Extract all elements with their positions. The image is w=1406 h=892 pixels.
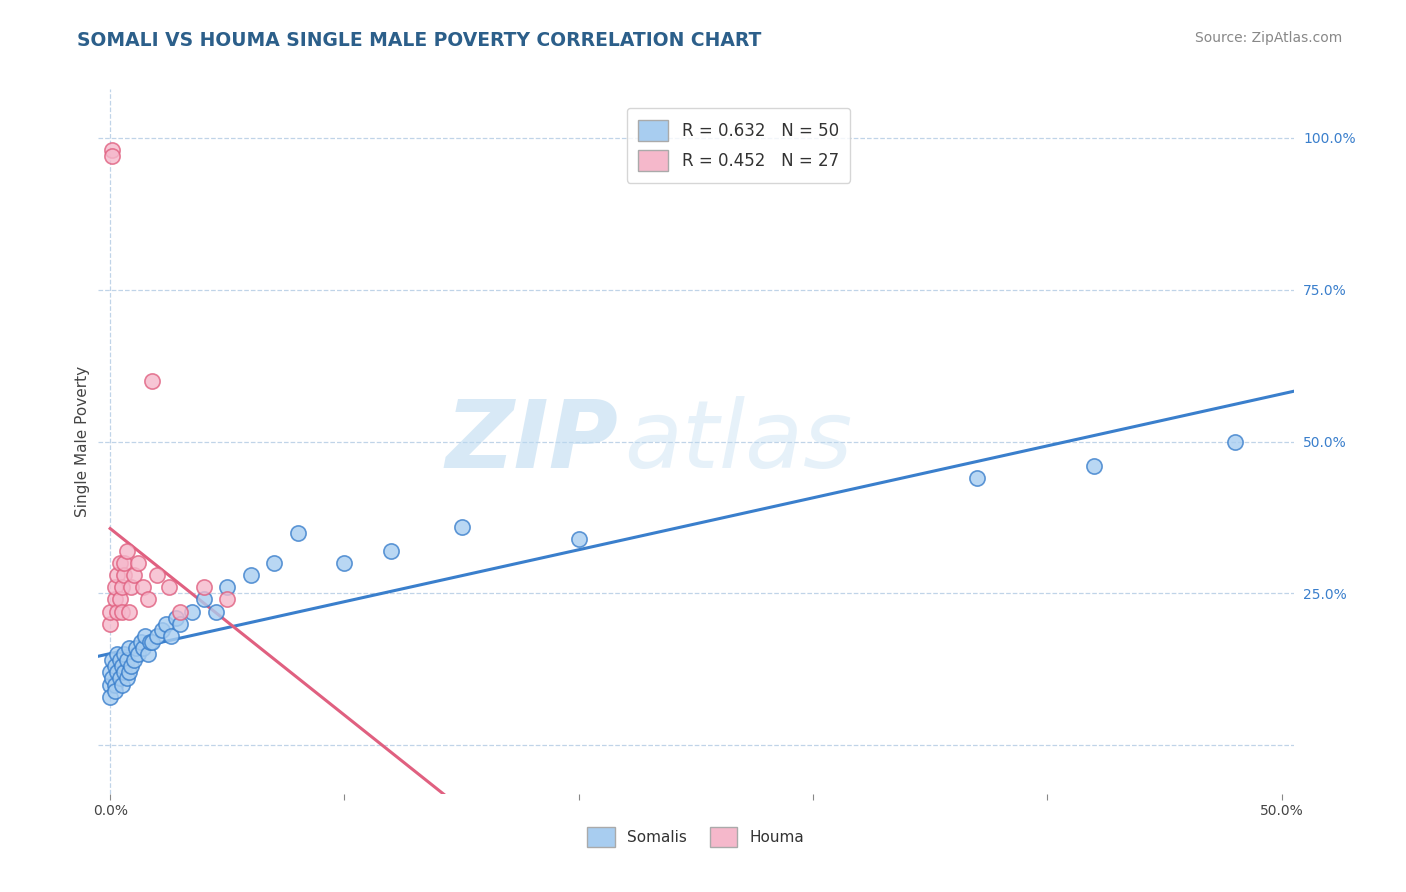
Point xyxy=(115,672,138,686)
Point xyxy=(136,592,159,607)
Point xyxy=(193,580,215,594)
Point xyxy=(139,635,162,649)
Point xyxy=(98,605,121,619)
Point xyxy=(105,568,128,582)
Point xyxy=(263,556,285,570)
Point xyxy=(111,659,134,673)
Point xyxy=(105,665,128,680)
Point xyxy=(98,690,121,704)
Point xyxy=(122,653,145,667)
Text: ZIP: ZIP xyxy=(446,395,619,488)
Point xyxy=(193,592,215,607)
Point xyxy=(101,143,124,157)
Point xyxy=(181,605,204,619)
Point xyxy=(1083,458,1105,473)
Point xyxy=(104,659,127,673)
Point xyxy=(104,580,127,594)
Point xyxy=(169,616,191,631)
Point xyxy=(98,616,121,631)
Point xyxy=(101,653,124,667)
Point xyxy=(108,592,131,607)
Text: Source: ZipAtlas.com: Source: ZipAtlas.com xyxy=(1195,31,1343,45)
Point xyxy=(141,374,163,388)
Point xyxy=(160,629,183,643)
Point xyxy=(108,672,131,686)
Point xyxy=(146,629,169,643)
Point xyxy=(112,556,135,570)
Point xyxy=(105,647,128,661)
Point xyxy=(239,568,262,582)
Point xyxy=(287,525,309,540)
Point xyxy=(966,471,988,485)
Point xyxy=(120,659,142,673)
Point xyxy=(146,568,169,582)
Point xyxy=(98,665,121,680)
Point xyxy=(108,556,131,570)
Point xyxy=(217,580,239,594)
Point xyxy=(380,544,402,558)
Point xyxy=(204,605,226,619)
Point xyxy=(118,605,141,619)
Point xyxy=(1223,434,1246,449)
Point xyxy=(141,635,163,649)
Point xyxy=(104,677,127,691)
Point xyxy=(118,641,141,656)
Point xyxy=(450,519,472,533)
Point xyxy=(112,647,135,661)
Point xyxy=(104,683,127,698)
Point xyxy=(568,532,591,546)
Point xyxy=(169,605,191,619)
Point xyxy=(127,647,149,661)
Point xyxy=(217,592,239,607)
Point xyxy=(111,580,134,594)
Point xyxy=(104,592,127,607)
Point xyxy=(115,544,138,558)
Point xyxy=(165,611,187,625)
Point xyxy=(115,653,138,667)
Point xyxy=(98,677,121,691)
Point xyxy=(157,580,180,594)
Text: atlas: atlas xyxy=(624,396,852,487)
Point xyxy=(120,580,142,594)
Point xyxy=(155,616,177,631)
Point xyxy=(129,635,152,649)
Point xyxy=(136,647,159,661)
Point xyxy=(111,605,134,619)
Point xyxy=(118,665,141,680)
Y-axis label: Single Male Poverty: Single Male Poverty xyxy=(75,366,90,517)
Point xyxy=(122,568,145,582)
Point xyxy=(108,653,131,667)
Point xyxy=(132,580,155,594)
Point xyxy=(111,677,134,691)
Point xyxy=(101,672,124,686)
Point xyxy=(112,568,135,582)
Point xyxy=(132,641,155,656)
Legend: Somalis, Houma: Somalis, Houma xyxy=(581,822,811,853)
Point xyxy=(112,665,135,680)
Point xyxy=(125,641,148,656)
Point xyxy=(127,556,149,570)
Point xyxy=(150,623,173,637)
Point xyxy=(134,629,156,643)
Point xyxy=(333,556,356,570)
Point xyxy=(101,149,124,163)
Point xyxy=(105,605,128,619)
Text: SOMALI VS HOUMA SINGLE MALE POVERTY CORRELATION CHART: SOMALI VS HOUMA SINGLE MALE POVERTY CORR… xyxy=(77,31,762,50)
